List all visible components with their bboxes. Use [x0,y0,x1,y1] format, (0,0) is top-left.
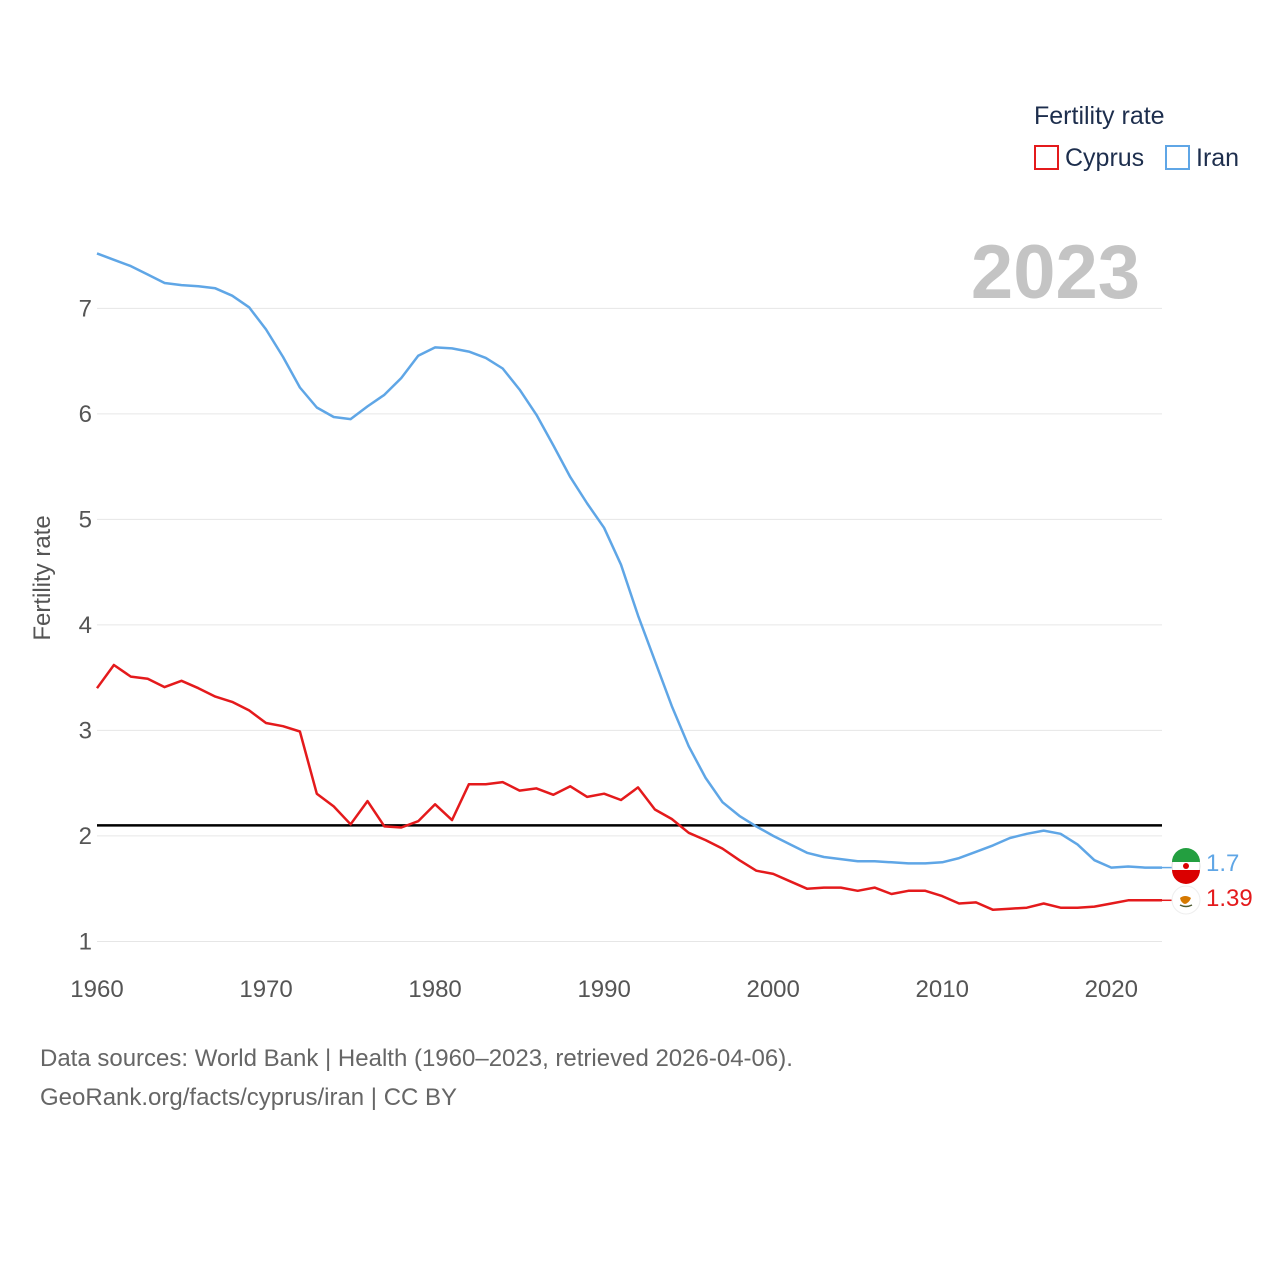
legend: Fertility rate Cyprus Iran [1034,102,1239,172]
y-tick-label: 4 [79,612,92,639]
x-tick-label: 1990 [577,976,630,1003]
y-axis-title: Fertility rate [29,515,56,640]
series-line-iran[interactable] [96,252,1162,869]
end-label-cyprus: 1.39 [1206,885,1253,912]
y-tick-label: 7 [79,295,92,322]
x-tick-label: 2000 [746,976,799,1003]
iran-flag-icon [1171,848,1201,884]
year-label: 2023 [971,230,1140,315]
x-tick-label: 1960 [70,976,123,1003]
end-markers [1171,848,1201,915]
x-tick-label: 1980 [408,976,461,1003]
y-tick-label: 6 [79,401,92,428]
series-lines [95,252,1172,912]
y-tick-label: 3 [79,717,92,744]
y-tick-label: 2 [79,823,92,850]
y-tick-label: 5 [79,506,92,533]
y-tick-label: 1 [79,928,92,955]
legend-swatch-cyprus[interactable] [1034,145,1059,170]
legend-swatch-iran[interactable] [1165,145,1190,170]
x-tick-label: 2020 [1085,976,1138,1003]
legend-label-iran[interactable]: Iran [1196,144,1239,172]
end-label-iran: 1.7 [1206,850,1239,877]
grid-lines [97,307,1162,942]
cyprus-flag-icon [1171,885,1201,915]
source-link-footer[interactable]: GeoRank.org/facts/cyprus/iran | CC BY [40,1084,458,1111]
legend-label-cyprus[interactable]: Cyprus [1065,144,1144,172]
x-tick-label: 2010 [916,976,969,1003]
x-axis-ticks: 1960 1970 1980 1990 2000 2010 2020 [70,976,1138,1003]
end-labels: 1.39 1.7 [1206,850,1253,912]
data-sources-footer: Data sources: World Bank | Health (1960–… [40,1045,793,1072]
legend-title: Fertility rate [1034,102,1165,130]
series-line-cyprus[interactable] [95,663,1162,912]
x-tick-label: 1970 [239,976,292,1003]
y-axis-ticks: 1 2 3 4 5 6 7 [79,295,92,955]
